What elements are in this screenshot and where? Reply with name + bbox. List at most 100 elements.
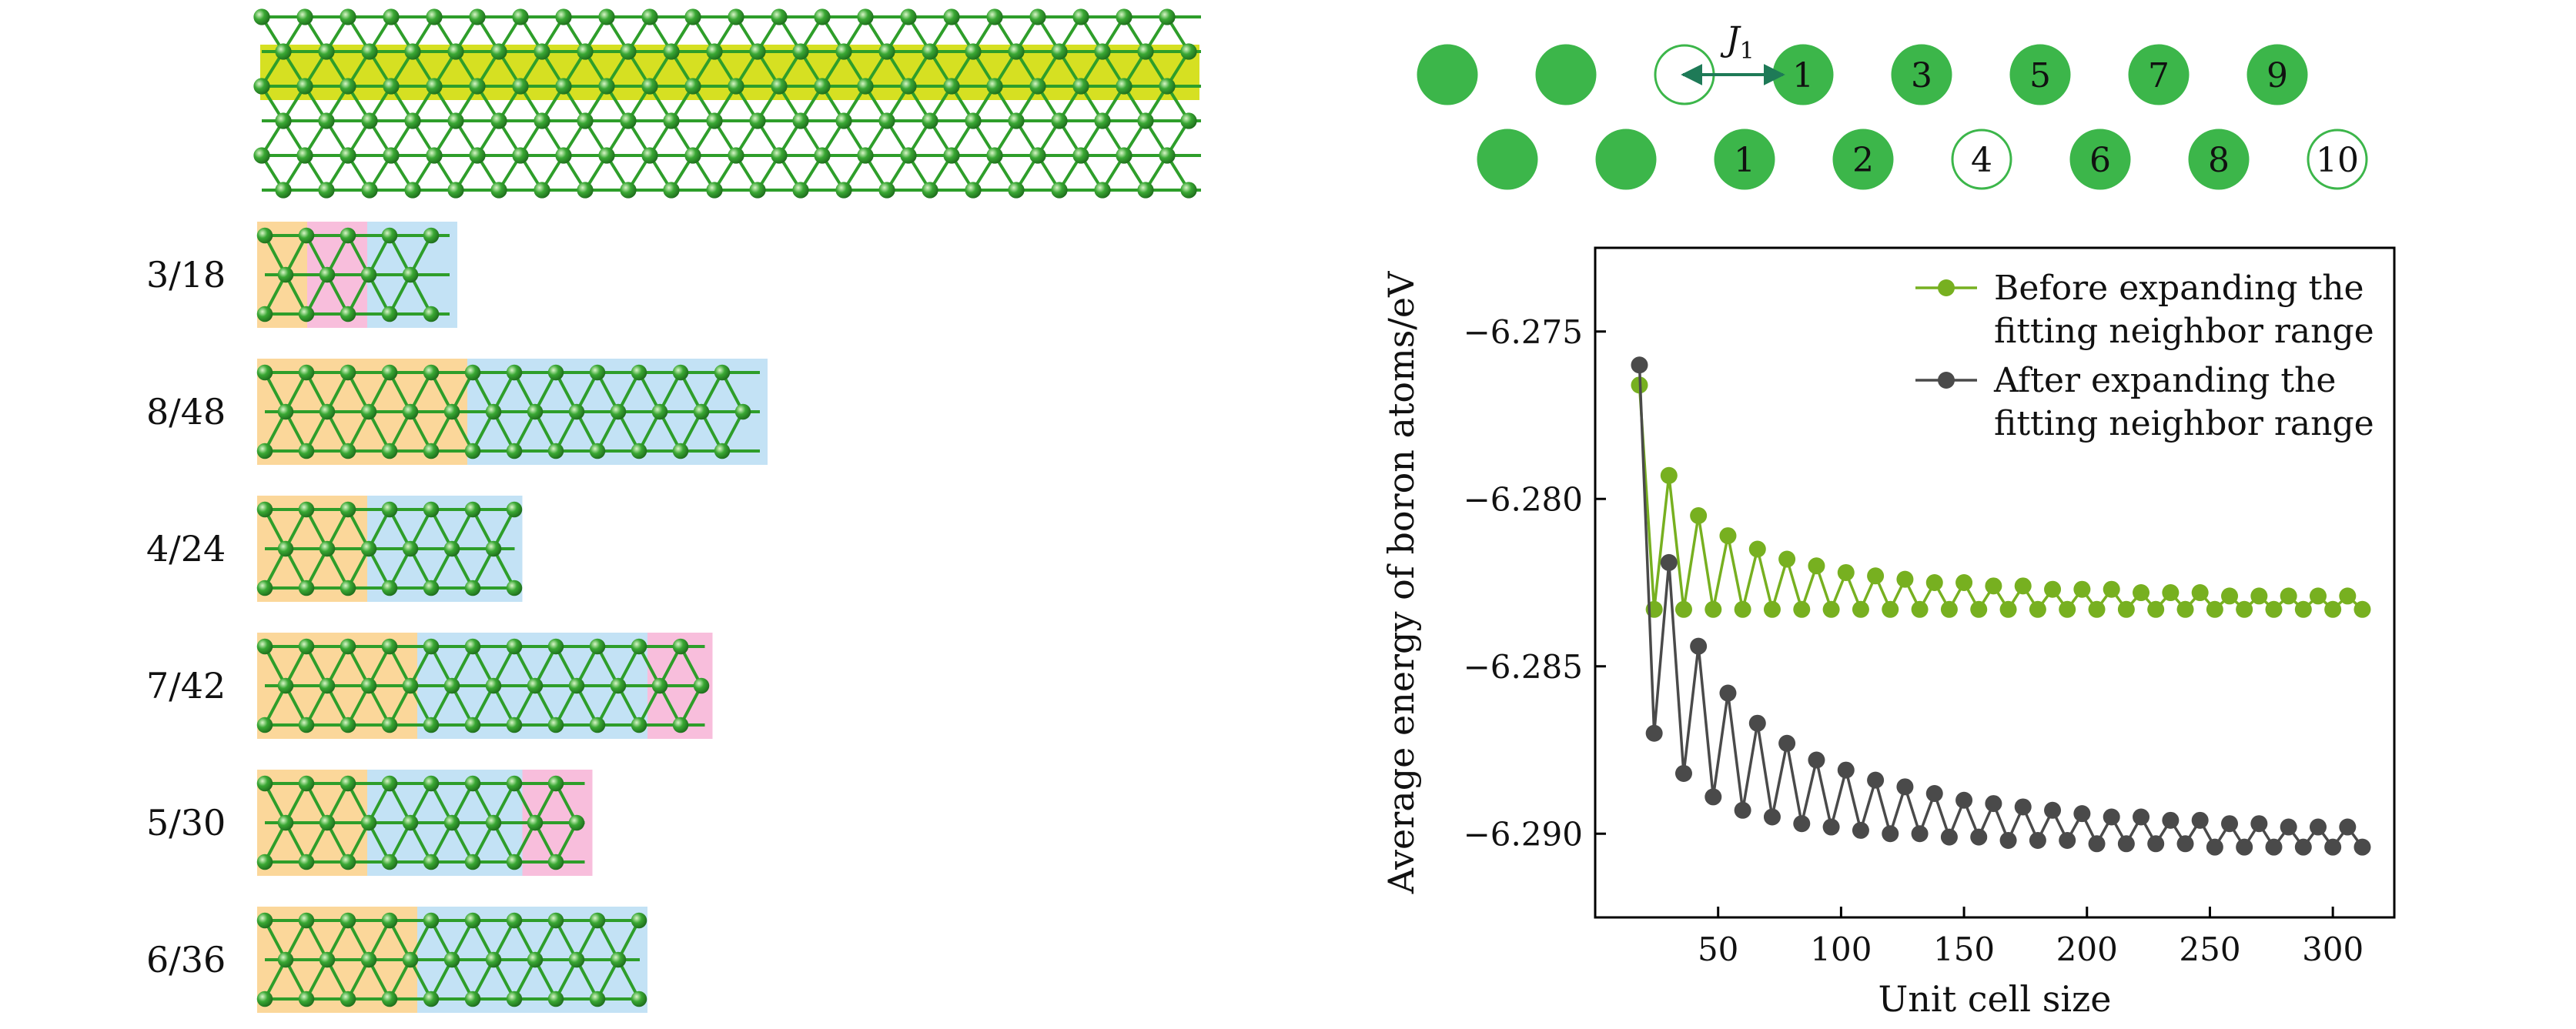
chain-atom-label: 1 [1792,56,1814,95]
legend-item: After expanding the fitting neighbor rang… [1915,361,2374,443]
data-point [2073,805,2091,823]
data-point [2294,600,2312,618]
data-point [2236,838,2253,856]
chain-atom: 6 [2069,129,2131,190]
data-point [2073,580,2091,598]
data-point [1867,771,1885,789]
data-point [1793,815,1811,833]
ribbon-structures-panel: 3/18 8/48 4/24 7/42 5/30 6/36 [146,222,768,1013]
data-point [2309,587,2327,605]
chain-atom-label: 7 [2148,56,2170,95]
data-point [2294,838,2312,856]
data-point [1808,557,1825,575]
legend-swatch-marker [1938,279,1955,296]
data-point [2324,600,2342,618]
ribbon-label: 8/48 [146,391,226,433]
data-point [1999,600,2017,618]
y-tick-label: −6.290 [1464,815,1583,853]
ribbon-label: 3/18 [146,254,226,296]
data-point [2221,587,2239,605]
data-point [2250,815,2268,833]
data-point [2339,818,2357,836]
x-tick-label: 150 [1933,930,1995,968]
data-point [2176,600,2194,618]
coupling-symbol: J [1720,20,1741,59]
data-point [1822,600,1840,618]
lattice-atoms [256,364,751,459]
y-axis-label: Average energy of boron atoms/eV [1380,271,1422,894]
data-point [2265,600,2283,618]
data-point [2147,835,2165,853]
data-point [2309,818,2327,836]
ribbon-label: 7/42 [146,665,226,707]
data-point [1734,600,1751,618]
x-tick-label: 250 [2179,930,2240,968]
data-point [2088,600,2106,618]
ribbon-4: 7/42 [146,633,713,739]
data-point [2147,600,2165,618]
lattice-atoms [253,8,1197,199]
data-point [2221,815,2239,833]
series-layer [1631,356,2371,856]
chain-atom-label: 5 [2029,56,2051,95]
data-point [1645,724,1663,742]
data-point [2029,600,2046,618]
chain-atom [1477,129,1538,190]
data-point [2117,835,2135,853]
data-point [2014,798,2032,816]
data-point [2280,818,2297,836]
chain-atom: 4 [1951,129,2012,190]
data-point [1763,808,1781,826]
ribbon-2: 8/48 [146,359,768,465]
data-point [1852,821,1869,839]
chain-atom: 7 [2128,44,2190,105]
chain-atom: 10 [2307,129,2368,190]
data-point [1852,600,1869,618]
lattice-atoms [256,638,710,733]
data-point [1763,600,1781,618]
data-point [1808,751,1825,769]
data-point [1690,637,1708,655]
data-point [1896,778,1914,796]
data-point [1955,574,1973,591]
data-point [1837,563,1855,581]
y-tick-label: −6.280 [1464,480,1583,518]
data-point [2162,811,2180,829]
data-point [2191,584,2209,602]
data-point [1660,466,1678,484]
data-point [1867,567,1885,585]
lattice-atoms [256,501,523,596]
chain-atom: 1 [1714,129,1775,190]
data-point [1911,600,1929,618]
data-point [2044,580,2062,598]
data-point [2103,808,2120,826]
chain-atom [1535,44,1597,105]
data-point [2088,835,2106,853]
data-point [1911,825,1929,843]
chain-atom-label: 10 [2316,141,2359,180]
data-point [1822,818,1840,836]
data-point [2162,584,2180,602]
data-point [1748,714,1766,732]
data-point [2339,587,2357,605]
chain-atom-label: 2 [1852,141,1874,180]
chain-atom-label: 8 [2208,141,2230,180]
chain-atom-label: 4 [1971,141,1992,180]
data-point [2059,600,2076,618]
ribbon-label: 6/36 [146,939,226,981]
data-point [1705,600,1722,618]
data-point [1970,600,1988,618]
series-1 [1631,376,2371,618]
ribbon-label: 4/24 [146,528,226,570]
data-point [2117,600,2135,618]
data-point [1985,795,2002,813]
y-tick-label: −6.285 [1464,648,1583,686]
data-point [1955,791,1973,809]
chain-atom [1417,44,1478,105]
data-point [1734,801,1751,819]
lattice-atoms [256,227,440,322]
chain-atom-label: 9 [2267,56,2288,95]
data-point [1985,577,2002,595]
